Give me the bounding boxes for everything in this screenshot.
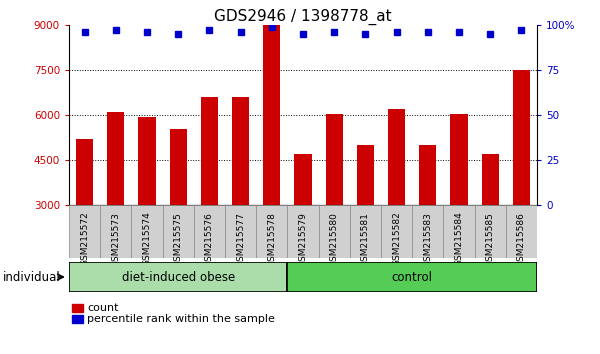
Bar xyxy=(131,205,163,258)
Text: GSM215586: GSM215586 xyxy=(517,212,526,267)
Bar xyxy=(412,205,443,258)
Text: GSM215580: GSM215580 xyxy=(330,212,338,267)
Title: GDS2946 / 1398778_at: GDS2946 / 1398778_at xyxy=(214,8,392,25)
Bar xyxy=(482,154,499,205)
Bar xyxy=(76,139,93,205)
Bar xyxy=(170,129,187,205)
Bar xyxy=(388,109,405,205)
Bar xyxy=(107,112,124,205)
Text: individual: individual xyxy=(3,270,61,284)
Bar xyxy=(69,262,287,292)
Bar xyxy=(232,97,249,205)
Bar xyxy=(419,145,436,205)
Bar xyxy=(194,205,225,258)
Bar xyxy=(381,205,412,258)
Text: GSM215583: GSM215583 xyxy=(424,212,432,267)
Bar xyxy=(443,205,475,258)
Text: GSM215579: GSM215579 xyxy=(299,212,308,267)
Bar xyxy=(201,97,218,205)
Text: GSM215572: GSM215572 xyxy=(80,212,89,267)
Bar xyxy=(475,205,506,258)
Bar xyxy=(513,70,530,205)
Text: GSM215578: GSM215578 xyxy=(267,212,276,267)
Text: GSM215577: GSM215577 xyxy=(236,212,245,267)
Text: GSM215575: GSM215575 xyxy=(174,212,182,267)
Text: GSM215573: GSM215573 xyxy=(112,212,120,267)
Bar xyxy=(263,25,280,205)
Bar xyxy=(506,205,537,258)
Bar xyxy=(287,262,537,292)
Text: count: count xyxy=(87,303,119,313)
Bar xyxy=(319,205,350,258)
Text: GSM215582: GSM215582 xyxy=(392,212,401,267)
Text: percentile rank within the sample: percentile rank within the sample xyxy=(87,314,275,324)
Text: GSM215585: GSM215585 xyxy=(485,212,494,267)
Bar xyxy=(295,154,311,205)
Text: diet-induced obese: diet-induced obese xyxy=(122,270,235,284)
Text: control: control xyxy=(392,270,433,284)
Text: GSM215576: GSM215576 xyxy=(205,212,214,267)
Bar xyxy=(256,205,287,258)
Bar xyxy=(357,145,374,205)
Bar xyxy=(451,114,467,205)
Text: GSM215581: GSM215581 xyxy=(361,212,370,267)
Text: GSM215584: GSM215584 xyxy=(455,212,464,267)
Bar xyxy=(100,205,131,258)
Bar xyxy=(69,205,100,258)
Bar xyxy=(225,205,256,258)
Bar xyxy=(163,205,194,258)
Bar xyxy=(139,116,155,205)
Bar xyxy=(287,205,319,258)
Bar xyxy=(326,114,343,205)
Bar xyxy=(350,205,381,258)
Text: GSM215574: GSM215574 xyxy=(143,212,151,267)
